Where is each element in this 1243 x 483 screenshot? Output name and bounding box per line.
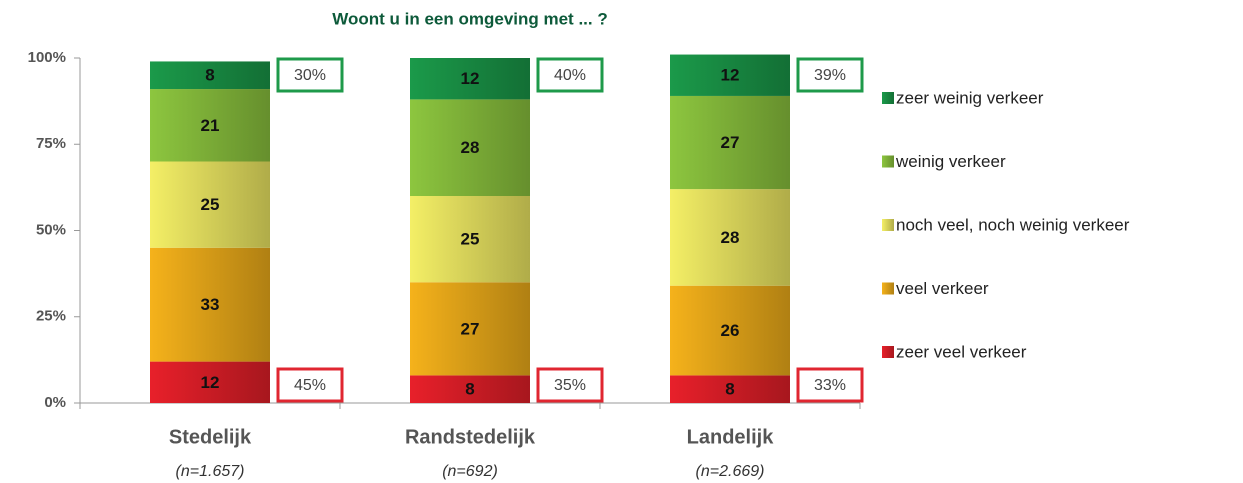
data-label: 26	[721, 321, 740, 340]
total-label: 35%	[554, 377, 586, 394]
bar-segment	[150, 89, 270, 162]
bar-segment	[410, 196, 530, 283]
y-tick-label: 75%	[36, 135, 66, 152]
data-label: 12	[721, 66, 740, 85]
category-note: (n=692)	[442, 463, 498, 480]
total-label: 33%	[814, 377, 846, 394]
legend-label: veel verkeer	[896, 279, 989, 298]
total-box	[536, 367, 604, 403]
bar-segment	[670, 95, 790, 190]
data-label: 12	[461, 69, 480, 88]
data-label: 8	[205, 66, 214, 85]
total-box	[276, 57, 344, 93]
legend-label: zeer weinig verkeer	[896, 88, 1044, 107]
bar-segment	[150, 361, 270, 403]
legend-swatch	[882, 92, 894, 104]
data-label: 27	[721, 133, 740, 152]
legend-swatch	[882, 346, 894, 358]
total-box	[536, 57, 604, 93]
bar-segment	[670, 54, 790, 96]
bar-segment	[670, 189, 790, 286]
data-label: 8	[725, 380, 734, 399]
total-box	[796, 367, 864, 403]
bar-segment	[410, 282, 530, 376]
data-label: 28	[721, 228, 740, 247]
x-tick-label: Randstedelijk	[405, 426, 536, 448]
bar-segment	[150, 247, 270, 362]
legend-swatch	[882, 219, 894, 231]
bar-segment	[670, 285, 790, 376]
bar-segment	[410, 58, 530, 100]
category-note: (n=1.657)	[176, 463, 245, 480]
total-label: 45%	[294, 377, 326, 394]
legend-label: noch veel, noch weinig verkeer	[896, 215, 1130, 234]
data-label: 25	[461, 230, 480, 249]
bar-segment	[150, 61, 270, 90]
y-tick-label: 0%	[44, 394, 66, 411]
x-tick-label: Landelijk	[687, 426, 775, 448]
bar-segment	[150, 161, 270, 248]
legend-swatch	[882, 155, 894, 168]
y-tick-label: 25%	[36, 308, 66, 325]
total-box	[796, 57, 864, 93]
legend-label: weinig verkeer	[895, 152, 1006, 171]
y-tick-label: 100%	[28, 49, 66, 66]
total-label: 30%	[294, 67, 326, 84]
data-label: 21	[201, 116, 220, 135]
data-label: 25	[201, 195, 220, 214]
data-label: 27	[461, 319, 480, 338]
bar-segment	[410, 375, 530, 403]
total-label: 39%	[814, 67, 846, 84]
chart-title: Woont u in een omgeving met ... ?	[332, 9, 607, 28]
bar-segment	[410, 99, 530, 196]
y-tick-label: 50%	[36, 221, 66, 238]
bar-segment	[670, 375, 790, 403]
total-label: 40%	[554, 67, 586, 84]
legend-label: zeer veel verkeer	[896, 342, 1027, 361]
x-tick-label: Stedelijk	[169, 426, 252, 448]
legend-swatch	[882, 282, 894, 295]
data-label: 28	[461, 138, 480, 157]
data-label: 33	[201, 295, 220, 314]
data-label: 8	[465, 380, 474, 399]
data-label: 12	[201, 373, 220, 392]
category-note: (n=2.669)	[696, 463, 765, 480]
total-box	[276, 367, 344, 403]
